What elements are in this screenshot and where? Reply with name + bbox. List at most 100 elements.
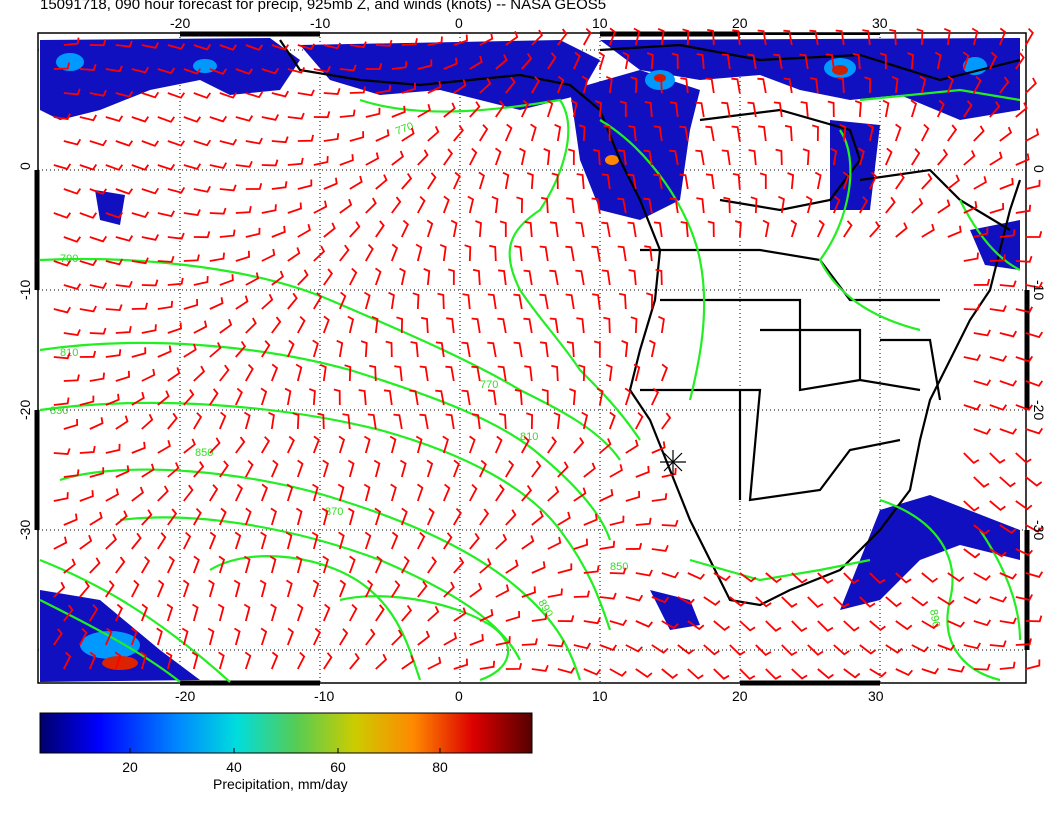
wind-barb [443, 632, 458, 646]
wind-barb [217, 603, 225, 622]
wind-barb [261, 436, 271, 454]
wind-barb [921, 667, 940, 675]
wind-barb [832, 195, 841, 214]
wind-barb [621, 340, 629, 358]
wind-barb [859, 596, 876, 608]
wind-barb [973, 176, 987, 190]
wind-barb [115, 510, 128, 526]
wind-barb [342, 413, 351, 430]
wind-barb [895, 222, 908, 238]
wind-barb [417, 580, 428, 598]
wind-barb [371, 315, 379, 334]
wind-barb [757, 77, 767, 94]
wind-barb [635, 569, 653, 577]
wind-barb [911, 644, 929, 653]
wind-barb [245, 182, 263, 190]
wind-barb [499, 220, 507, 237]
wind-barb [219, 184, 237, 192]
wind-barb [400, 219, 410, 238]
wind-barb [655, 76, 663, 94]
wind-barb [426, 507, 435, 526]
wind-barb [365, 107, 381, 118]
wind-barb [839, 124, 847, 142]
wind-barb [521, 484, 533, 502]
wind-barb [167, 412, 178, 430]
wind-barb [105, 164, 124, 171]
wind-barb [415, 243, 423, 262]
wind-barb [375, 39, 393, 47]
wind-barb [549, 317, 559, 334]
colorbar-ticks [129, 748, 441, 753]
wind-barb [973, 524, 991, 535]
wind-barb [781, 596, 798, 608]
wind-barb [963, 252, 979, 262]
axis-border-bars [34, 31, 1030, 686]
wind-barb [479, 77, 492, 94]
wind-barb [115, 40, 133, 48]
wind-barb [234, 627, 241, 646]
wind-barb [271, 44, 290, 51]
wind-barb [312, 627, 322, 646]
wind-barb [989, 452, 1006, 464]
wind-barb [312, 579, 320, 598]
wind-barb [799, 53, 809, 70]
wind-barb [443, 102, 456, 118]
wind-barb [609, 515, 625, 526]
wind-barb [807, 644, 824, 656]
lon-tick-label: 30 [868, 688, 884, 704]
wind-barb [114, 603, 124, 622]
wind-barb [592, 293, 601, 310]
wind-barb [167, 43, 186, 50]
wind-barb [747, 101, 757, 118]
wind-barb [365, 628, 376, 646]
wind-barb [817, 668, 834, 680]
wind-barb [750, 196, 758, 214]
wind-barb [643, 149, 653, 166]
wind-barb [591, 245, 601, 262]
wind-barb [739, 668, 756, 681]
wind-barb [287, 202, 302, 214]
wind-barb [245, 137, 263, 145]
wind-barb [183, 163, 202, 170]
lon-tick-label: -20 [175, 688, 195, 704]
contour-label: 850 [610, 561, 628, 573]
wind-barb [157, 255, 175, 263]
wind-barb [998, 27, 1007, 46]
wind-barb [452, 171, 461, 190]
wind-barb [322, 555, 329, 574]
wind-barb [859, 644, 877, 655]
wind-barb [810, 77, 819, 94]
wind-barb [261, 248, 276, 262]
wind-barb [115, 415, 129, 430]
wind-barb [669, 101, 679, 118]
wind-barb [599, 489, 614, 502]
wind-barb [409, 389, 419, 406]
wind-barb [471, 317, 481, 334]
wind-barb [401, 655, 415, 670]
wind-barb [192, 603, 199, 622]
wind-barb [843, 668, 861, 679]
wind-barb [235, 436, 246, 454]
wind-barb [576, 173, 585, 190]
wind-barb [1025, 179, 1041, 190]
wind-barb [601, 173, 611, 190]
wind-barb [487, 389, 497, 406]
wind-barb [338, 435, 346, 454]
wind-barb [609, 619, 628, 627]
wind-barb [365, 243, 374, 262]
wind-barb [461, 341, 471, 358]
wind-barb [521, 586, 536, 598]
wind-barb [989, 500, 1006, 512]
wind-barb [566, 197, 575, 214]
wind-barb [696, 197, 705, 214]
wind-barb [390, 243, 399, 262]
wind-barb [443, 148, 454, 166]
wind-barb [181, 627, 189, 646]
lon-tick-label: 10 [592, 15, 608, 31]
contour-label: 850 [195, 447, 213, 459]
wind-barb [784, 124, 793, 142]
wind-barb [609, 567, 627, 575]
colorbar-tick-label: 80 [432, 759, 448, 775]
wind-barb [218, 651, 225, 670]
